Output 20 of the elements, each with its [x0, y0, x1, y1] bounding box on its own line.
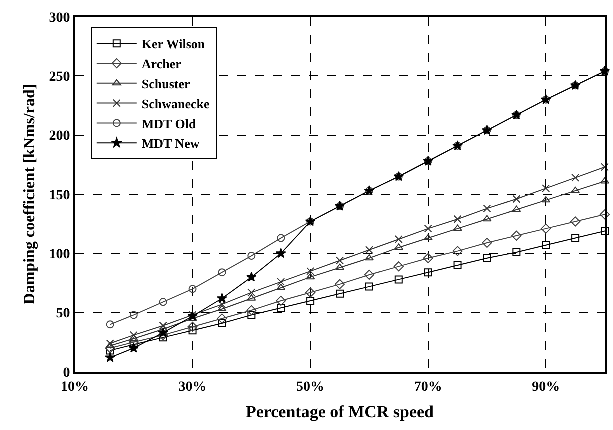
- y-tick-label: 300: [49, 10, 70, 26]
- x-axis-title: Percentage of MCR speed: [246, 402, 435, 422]
- x-tick-label: 10%: [61, 380, 89, 395]
- legend-label: Ker Wilson: [142, 36, 206, 52]
- y-tick-label: 200: [49, 129, 70, 144]
- legend-label: MDT New: [142, 136, 200, 152]
- x-tick-label: 30%: [178, 380, 207, 395]
- y-axis-title: Damping coefficient [kNms/rad]: [22, 84, 39, 305]
- x-tick-label: 50%: [296, 380, 325, 395]
- x-tick-label: 70%: [414, 380, 442, 395]
- x-tick-label: 90%: [532, 380, 560, 395]
- y-tick-label: 150: [49, 188, 70, 204]
- y-tick-label: 100: [49, 248, 70, 263]
- y-tick-label: 0: [63, 366, 70, 381]
- y-tick-label: 250: [49, 70, 70, 86]
- legend-label: MDT Old: [142, 116, 197, 132]
- legend-label: Archer: [142, 56, 182, 72]
- y-tick-label: 50: [56, 306, 70, 322]
- legend-label: Schuster: [142, 76, 191, 92]
- legend-label: Schwanecke: [142, 96, 210, 112]
